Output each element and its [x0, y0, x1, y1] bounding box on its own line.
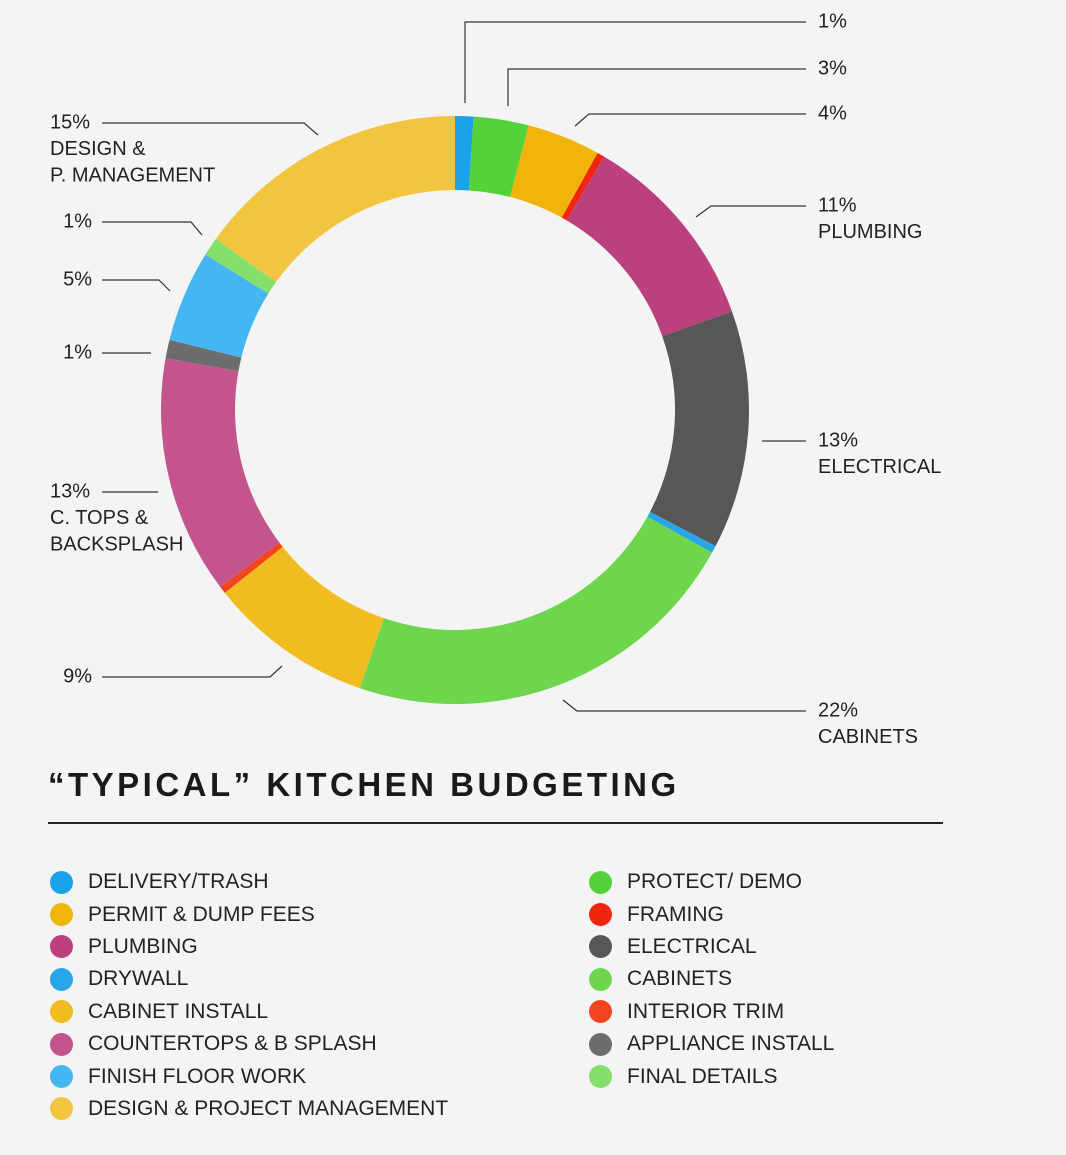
- legend-item-final-details: FINAL DETAILS: [589, 1060, 834, 1092]
- legend-label: CABINET INSTALL: [88, 999, 269, 1023]
- legend-item-cabinet-install: CABINET INSTALL: [50, 996, 448, 1028]
- leader-line-plumbing: [695, 205, 806, 218]
- legend-label: PROTECT/ DEMO: [627, 870, 803, 894]
- legend-swatch: [50, 1097, 73, 1121]
- legend-swatch: [589, 1000, 612, 1024]
- legend-item-electrical: ELECTRICAL: [589, 931, 834, 963]
- legend-label: FINAL DETAILS: [627, 1064, 778, 1088]
- legend-right-column: PROTECT/ DEMO FRAMING ELECTRICAL CABINETS IN…: [589, 866, 834, 1093]
- legend-item-protect-demo: PROTECT/ DEMO: [589, 866, 834, 898]
- legend-item-countertops-b-splash: COUNTERTOPS & B SPLASH: [50, 1028, 448, 1060]
- legend-label: FRAMING: [627, 902, 724, 926]
- legend-item-plumbing: PLUMBING: [50, 931, 448, 963]
- callout-percent-plumbing: 11%: [818, 194, 857, 216]
- slice-permit-dump-fees: [510, 125, 598, 218]
- leader-line-finish-floor-work: [102, 279, 171, 292]
- slice-appliance-install: [165, 339, 242, 372]
- legend-swatch: [50, 1000, 73, 1024]
- legend-swatch: [589, 903, 612, 927]
- legend-label: COUNTERTOPS & B SPLASH: [88, 1032, 377, 1056]
- legend-label: CABINETS: [627, 967, 733, 991]
- legend-label: APPLIANCE INSTALL: [627, 1032, 835, 1056]
- slice-countertops-b-splash: [161, 358, 280, 587]
- slice-cabinets: [359, 516, 713, 704]
- legend-label: FINISH FLOOR WORK: [88, 1064, 307, 1088]
- callout-percent-protect-demo: 3%: [818, 57, 847, 79]
- callout-label-countertops-b-splash: C. TOPS &: [50, 507, 149, 529]
- callout-label-countertops-b-splash: BACKSPLASH: [50, 533, 183, 555]
- callout-label-plumbing: PLUMBING: [818, 221, 922, 243]
- callout-label-design-project-management: P. MANAGEMENT: [50, 164, 215, 186]
- callout-percent-design-project-management: 15%: [50, 111, 90, 133]
- callout-percent-cabinets: 22%: [818, 699, 858, 721]
- slice-plumbing: [566, 156, 732, 337]
- slice-protect-demo: [468, 116, 529, 198]
- leader-line-cabinets: [562, 699, 806, 712]
- callout-label-electrical: ELECTRICAL: [818, 456, 941, 478]
- callout-labels: 1% 3% 4% 11% PLUMBING 13% ELECTRICAL 22% CABINET…: [50, 10, 941, 748]
- slice-electrical: [649, 311, 749, 547]
- legend-label: PERMIT & DUMP FEES: [88, 902, 315, 926]
- legend-label: DESIGN & PROJECT MANAGEMENT: [88, 1096, 449, 1120]
- callout-percent-cabinet-install: 9%: [63, 665, 92, 687]
- legend-item-appliance-install: APPLIANCE INSTALL: [589, 1028, 834, 1060]
- legend-item-framing: FRAMING: [589, 898, 834, 930]
- slice-cabinet-install: [224, 546, 384, 689]
- legend-label: DELIVERY/TRASH: [88, 870, 269, 894]
- leader-line-protect-demo: [507, 68, 806, 106]
- legend-swatch: [589, 1065, 612, 1089]
- leader-line-cabinet-install: [102, 665, 283, 678]
- legend-swatch: [589, 967, 612, 991]
- slice-final-details: [205, 239, 277, 294]
- legend-item-permit-dump-fees: PERMIT & DUMP FEES: [50, 898, 448, 930]
- legend-label: PLUMBING: [88, 934, 198, 958]
- legend-swatch: [589, 870, 612, 894]
- slice-delivery-trash: [455, 116, 474, 191]
- legend-label: DRYWALL: [88, 967, 189, 991]
- legend-swatch: [50, 903, 73, 927]
- callout-percent-permit-dump-fees: 4%: [818, 102, 847, 124]
- legend-swatch: [50, 1032, 73, 1056]
- slice-finish-floor-work: [169, 254, 269, 358]
- callout-percent-countertops-b-splash: 13%: [50, 480, 90, 502]
- slice-design-project-management: [215, 116, 455, 283]
- legend-item-interior-trim: INTERIOR TRIM: [589, 996, 834, 1028]
- callout-percent-appliance-install: 1%: [63, 341, 92, 363]
- callout-label-cabinets: CABINETS: [818, 726, 918, 748]
- leader-line-final-details: [102, 221, 203, 236]
- title-divider: [48, 822, 943, 824]
- callout-label-design-project-management: DESIGN &: [50, 138, 146, 160]
- legend-swatch: [50, 1065, 73, 1089]
- leader-line-design-project-management: [102, 122, 319, 136]
- legend-swatch: [589, 1032, 612, 1056]
- slice-drywall: [647, 511, 716, 553]
- legend-left-column: DELIVERY/TRASH PERMIT & DUMP FEES PLUMBING…: [50, 866, 448, 1125]
- legend-swatch: [50, 935, 73, 959]
- legend-item-finish-floor-work: FINISH FLOOR WORK: [50, 1060, 448, 1092]
- callout-percent-finish-floor-work: 5%: [63, 268, 92, 290]
- legend-label: ELECTRICAL: [627, 934, 757, 958]
- legend-item-design-project-management: DESIGN & PROJECT MANAGEMENT: [50, 1093, 448, 1125]
- chart-title: “TYPICAL” KITCHEN BUDGETING: [48, 766, 680, 803]
- legend-swatch: [50, 870, 73, 894]
- legend-swatch: [589, 935, 612, 959]
- callout-percent-electrical: 13%: [818, 429, 858, 451]
- donut-slices: [161, 116, 749, 704]
- callout-leaders: [102, 21, 806, 712]
- leader-line-delivery-trash: [464, 21, 806, 103]
- slice-interior-trim: [220, 542, 283, 593]
- callout-percent-final-details: 1%: [63, 210, 92, 232]
- legend-label: INTERIOR TRIM: [627, 999, 785, 1023]
- leader-line-permit-dump-fees: [574, 113, 806, 127]
- callout-percent-delivery-trash: 1%: [818, 10, 847, 32]
- slice-framing: [561, 152, 605, 221]
- legend-item-delivery-trash: DELIVERY/TRASH: [50, 866, 448, 898]
- legend-swatch: [50, 967, 73, 991]
- donut-chart: 1% 3% 4% 11% PLUMBING 13% ELECTRICAL 22% CABINET…: [50, 10, 941, 748]
- legend-item-drywall: DRYWALL: [50, 963, 448, 995]
- legend-item-cabinets: CABINETS: [589, 963, 834, 995]
